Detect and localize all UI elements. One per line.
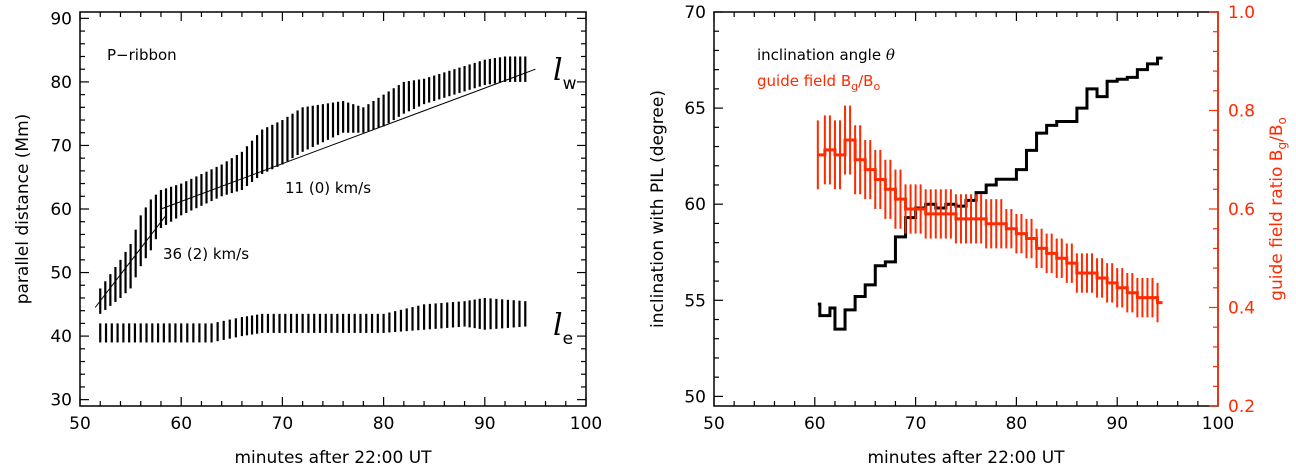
left-data (94, 56, 536, 343)
inclination-step-line (817, 56, 1163, 331)
y-tick-label: 30 (50, 391, 72, 411)
right-ticks: 50 60 70 80 90 100 50 55 60 65 70 0.2 0.4 0.6 0.8 1.0 (684, 3, 1255, 434)
right-y2label: guide field ratio Bg/Bo (1267, 117, 1289, 301)
x-tick-label: 50 (703, 414, 725, 434)
x-tick-label: 70 (905, 414, 927, 434)
annotation-fit-late: 11 (0) km/s (285, 179, 371, 197)
y-tick-label: 90 (50, 9, 72, 29)
x-tick-label: 100 (570, 414, 602, 434)
x-tick-label: 90 (1106, 414, 1128, 434)
y2-tick-label: 0.4 (1228, 299, 1255, 319)
right-ylabel: inclination with PIL (degree) (648, 90, 668, 328)
left-panel: 50 60 70 80 90 100 30 40 50 60 70 80 90 parallel dis… (13, 9, 602, 468)
y-tick-label: 80 (50, 73, 72, 93)
annotation-ribbon: P−ribbon (107, 46, 177, 64)
x-tick-label: 90 (474, 414, 496, 434)
legend-inclination: inclination angle θ (757, 46, 895, 64)
y-tick-label: 40 (50, 327, 72, 347)
left-ylabel: parallel distance (Mm) (13, 114, 33, 305)
left-xlabel: minutes after 22:00 UT (234, 448, 432, 468)
fit-line (94, 215, 167, 308)
x-tick-label: 70 (272, 414, 294, 434)
x-tick-label: 60 (804, 414, 826, 434)
left-ticks: 50 60 70 80 90 100 30 40 50 60 70 80 90 (50, 9, 602, 434)
right-data (816, 56, 1163, 331)
y-tick-label: 70 (50, 136, 72, 156)
y-tick-label: 60 (684, 195, 706, 215)
x-tick-label: 100 (1202, 414, 1234, 434)
y-tick-label: 50 (684, 387, 706, 407)
y-tick-label: 65 (684, 99, 706, 119)
y2-tick-label: 0.8 (1228, 102, 1255, 122)
right-xlabel: minutes after 22:00 UT (867, 448, 1065, 468)
y-tick-label: 60 (50, 200, 72, 220)
y-tick-label: 50 (50, 264, 72, 284)
y-tick-label: 55 (684, 291, 706, 311)
y-tick-label: 70 (684, 3, 706, 23)
right-panel: 50 60 70 80 90 100 50 55 60 65 70 0.2 0.4 0.6 0.8 1.0 i… (648, 3, 1289, 468)
legend-guide-field: guide field Bg/Bo (757, 72, 880, 93)
x-tick-label: 50 (69, 414, 91, 434)
label-lw: lw (553, 53, 577, 94)
fit-line (160, 68, 536, 210)
x-tick-label: 60 (170, 414, 192, 434)
x-tick-label: 80 (1006, 414, 1028, 434)
y2-tick-label: 1.0 (1228, 3, 1255, 23)
guide-field-step-line (817, 138, 1163, 305)
annotation-fit-early: 36 (2) km/s (163, 245, 249, 263)
y2-tick-label: 0.6 (1228, 200, 1255, 220)
y2-tick-label: 0.2 (1228, 397, 1255, 417)
x-tick-label: 80 (373, 414, 395, 434)
label-le: le (553, 308, 573, 349)
